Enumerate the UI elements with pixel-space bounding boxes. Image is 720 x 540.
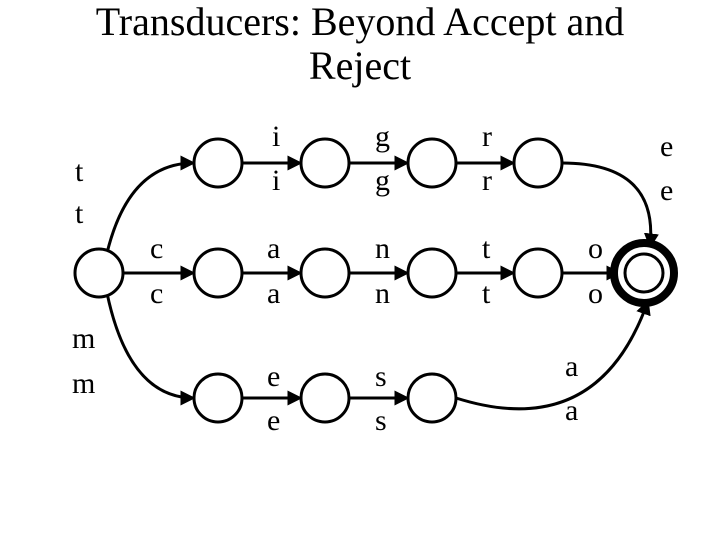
- state-node: [514, 139, 562, 187]
- edge-label-in: g: [375, 120, 390, 153]
- edge-b3-acc: [456, 301, 648, 409]
- title-line-2: Reject: [0, 44, 720, 88]
- edge-label-out: m: [72, 367, 95, 400]
- edge-t4-acc: [562, 163, 651, 247]
- edge-label-out: c: [150, 277, 163, 310]
- state-node: [75, 249, 123, 297]
- edge-label-out: g: [375, 164, 390, 197]
- edge-label-in: s: [375, 360, 387, 393]
- state-node: [301, 249, 349, 297]
- state-node: [301, 139, 349, 187]
- state-node: [514, 249, 562, 297]
- state-node: [194, 374, 242, 422]
- state-node: [194, 139, 242, 187]
- edge-label-in: r: [482, 120, 492, 153]
- state-node: [301, 374, 349, 422]
- edge-label-in: o: [588, 232, 603, 265]
- edge-label-in: c: [150, 232, 163, 265]
- edge-label-out: t: [75, 197, 84, 230]
- edge-label-out: t: [482, 277, 491, 310]
- state-node: [408, 249, 456, 297]
- edge-label-in: i: [272, 120, 280, 153]
- edge-label-out: o: [588, 277, 603, 310]
- edge-label-out: a: [267, 277, 280, 310]
- transducer-diagram: ttiiggrreeccaannttoommeessaa: [0, 88, 720, 508]
- edge-label-in: t: [75, 155, 84, 188]
- edge-label-out: i: [272, 164, 280, 197]
- state-node: [194, 249, 242, 297]
- title-line-1: Transducers: Beyond Accept and: [0, 0, 720, 44]
- edge-label-in: a: [565, 350, 578, 383]
- edge-label-in: m: [72, 322, 95, 355]
- state-node: [408, 374, 456, 422]
- edge-label-out: e: [660, 174, 673, 207]
- edge-label-out: a: [565, 394, 578, 427]
- page-title: Transducers: Beyond Accept and Reject: [0, 0, 720, 88]
- edge-label-out: n: [375, 277, 390, 310]
- edge-label-in: n: [375, 232, 390, 265]
- edge-label-in: e: [267, 360, 280, 393]
- edge-label-in: t: [482, 232, 491, 265]
- edge-label-out: e: [267, 404, 280, 437]
- state-accept-inner: [625, 254, 663, 292]
- edge-label-out: s: [375, 404, 387, 437]
- edge-label-out: r: [482, 164, 492, 197]
- edge-label-in: a: [267, 232, 280, 265]
- edge-label-in: e: [660, 130, 673, 163]
- state-node: [408, 139, 456, 187]
